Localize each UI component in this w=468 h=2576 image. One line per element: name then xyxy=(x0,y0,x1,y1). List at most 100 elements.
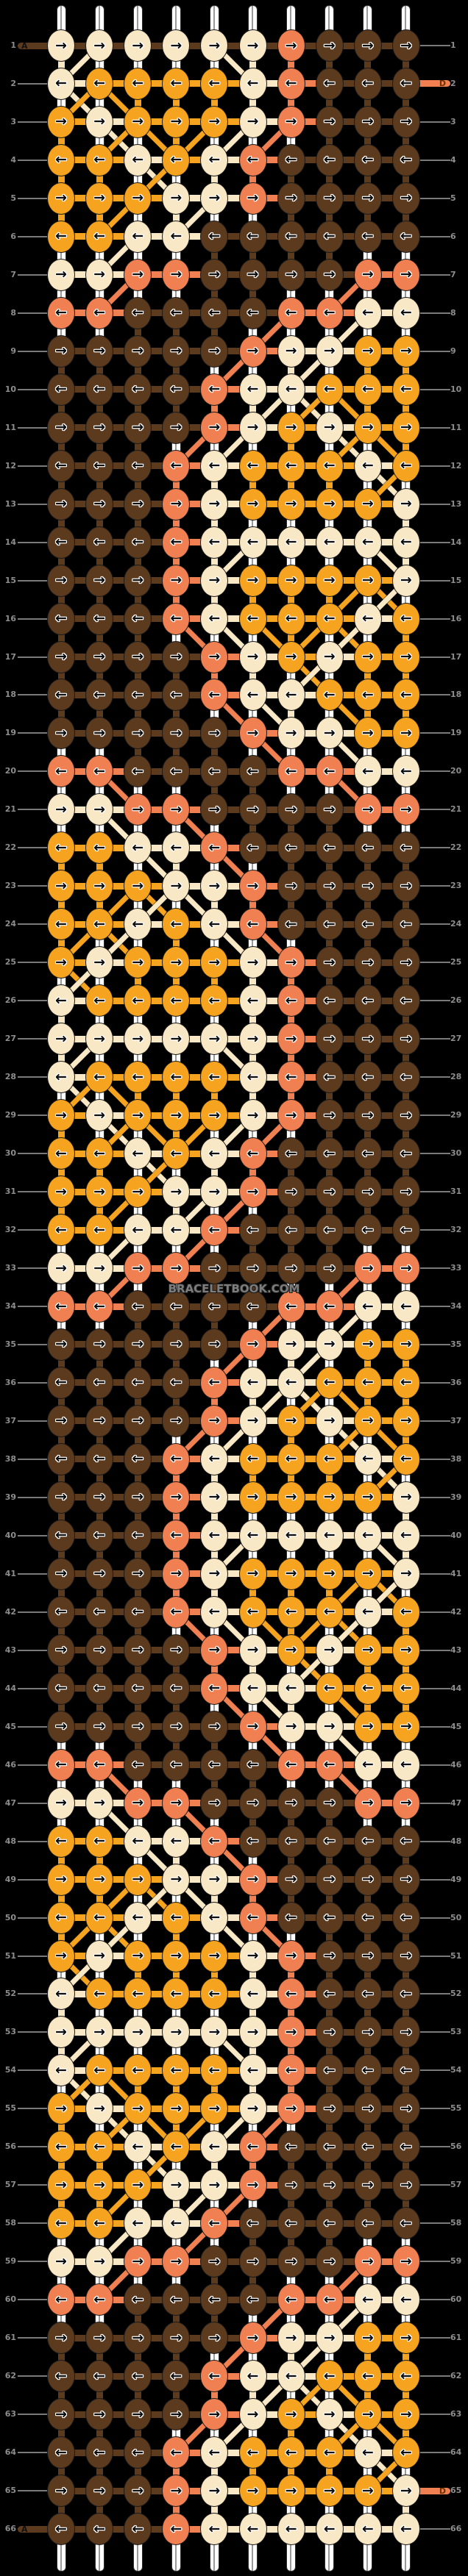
forward-arrow-icon: → xyxy=(323,724,336,741)
forward-arrow-icon: → xyxy=(400,266,412,283)
knot: → xyxy=(315,1786,344,1820)
backward-arrow-icon: ← xyxy=(55,1603,67,1620)
backward-arrow-icon: ← xyxy=(323,2061,336,2078)
backward-arrow-icon: ← xyxy=(285,228,297,245)
base-string-connector xyxy=(57,1321,65,1330)
thread-bar xyxy=(188,806,203,813)
thread-bar xyxy=(111,1990,127,1997)
forward-arrow-icon: → xyxy=(361,1106,374,1123)
backward-arrow-icon: ← xyxy=(55,2367,67,2384)
forward-arrow-icon: → xyxy=(93,1106,106,1123)
backward-arrow-icon: ← xyxy=(323,1833,336,1850)
thread-connector xyxy=(364,2391,372,2400)
thread-bar xyxy=(149,1532,165,1539)
thread-bar xyxy=(226,2334,241,2341)
backward-arrow-icon: ← xyxy=(361,2138,374,2155)
thread-bar xyxy=(73,1838,88,1845)
knot: → xyxy=(47,258,75,291)
thread-bar xyxy=(379,1723,394,1731)
thread-connector xyxy=(288,709,295,719)
knot: ← xyxy=(391,679,420,712)
thread-connector xyxy=(249,1779,256,1789)
thread-bar xyxy=(188,157,203,164)
forward-arrow-icon: → xyxy=(93,419,106,436)
knot: → xyxy=(85,2245,114,2278)
backward-arrow-icon: ← xyxy=(132,1833,144,1850)
backward-arrow-icon: ← xyxy=(323,1221,336,1238)
knot: → xyxy=(315,2016,344,2049)
thread-bar xyxy=(341,462,356,470)
forward-arrow-icon: → xyxy=(132,495,144,512)
knot: ← xyxy=(353,2360,382,2393)
thread-bar xyxy=(188,1456,203,1463)
thread-bar xyxy=(341,920,356,928)
backward-arrow-icon: ← xyxy=(285,1068,297,1085)
thread-bar xyxy=(188,1112,203,1119)
backward-arrow-icon: ← xyxy=(285,151,297,168)
thread-bar xyxy=(341,1647,356,1654)
backward-arrow-icon: ← xyxy=(247,2444,259,2461)
knot: ← xyxy=(47,984,75,1017)
knot: → xyxy=(238,1481,267,1514)
thread-connector xyxy=(172,709,180,719)
knot: ← xyxy=(391,1061,420,1094)
thread-bar xyxy=(73,577,88,584)
forward-arrow-icon: → xyxy=(285,37,297,54)
base-string-bottom xyxy=(133,2544,142,2572)
forward-arrow-icon: → xyxy=(208,801,221,817)
thread-connector xyxy=(210,557,218,566)
thread-bar xyxy=(188,691,203,698)
knot: → xyxy=(353,182,382,215)
base-string-connector xyxy=(171,824,180,834)
backward-arrow-icon: ← xyxy=(285,1833,297,1850)
forward-arrow-icon: → xyxy=(323,1106,336,1123)
backward-arrow-icon: ← xyxy=(361,2214,374,2231)
thread-connector xyxy=(210,2391,218,2400)
knot: → xyxy=(85,2398,114,2431)
knot: → xyxy=(277,2169,305,2202)
row-number-left: 18 xyxy=(4,690,16,700)
row-number-left: 2 xyxy=(10,78,16,88)
knot: ← xyxy=(391,220,420,253)
knot: ← xyxy=(238,1137,267,1170)
backward-arrow-icon: ← xyxy=(132,610,144,627)
thread-bar xyxy=(226,1914,241,1922)
thread-connector xyxy=(403,365,410,375)
thread-bar xyxy=(226,2181,241,2189)
backward-arrow-icon: ← xyxy=(400,610,412,627)
thread-bar xyxy=(341,1417,356,1425)
thread-bar xyxy=(302,80,318,87)
thread-bar xyxy=(264,2449,280,2456)
base-string-connector xyxy=(402,1741,411,1750)
thread-connector xyxy=(288,480,295,490)
base-string-connector xyxy=(325,1550,334,1559)
knot: ← xyxy=(353,1214,382,1247)
thread-bar xyxy=(379,1188,394,1195)
knot: → xyxy=(200,1099,229,1132)
thread-bar xyxy=(149,1685,165,1692)
thread-bar xyxy=(226,195,241,202)
knot: → xyxy=(353,640,382,673)
knot: → xyxy=(277,1481,305,1514)
knot: ← xyxy=(162,1595,191,1628)
knot: ← xyxy=(124,984,152,1017)
knot: ← xyxy=(315,1825,344,1858)
thread-bar xyxy=(264,1570,280,1578)
row-number-right: 55 xyxy=(450,2103,462,2114)
forward-arrow-icon: → xyxy=(285,2253,297,2269)
row-number-right: 52 xyxy=(450,1989,462,1999)
backward-arrow-icon: ← xyxy=(361,534,374,551)
base-string-connector xyxy=(171,1626,180,1636)
knot: ← xyxy=(315,1748,344,1781)
thread-connector xyxy=(57,2047,65,2056)
row-number-left: 44 xyxy=(4,1683,16,1693)
backward-arrow-icon: ← xyxy=(247,75,259,92)
base-string-connector xyxy=(133,1168,142,1178)
base-string-connector xyxy=(325,1664,334,1674)
base-string-connector xyxy=(249,136,257,146)
forward-arrow-icon: → xyxy=(208,1030,221,1047)
base-string-connector xyxy=(364,2467,372,2477)
forward-arrow-icon: → xyxy=(285,190,297,207)
thread-bar xyxy=(111,997,127,1004)
row-number-right: 29 xyxy=(450,1110,462,1120)
